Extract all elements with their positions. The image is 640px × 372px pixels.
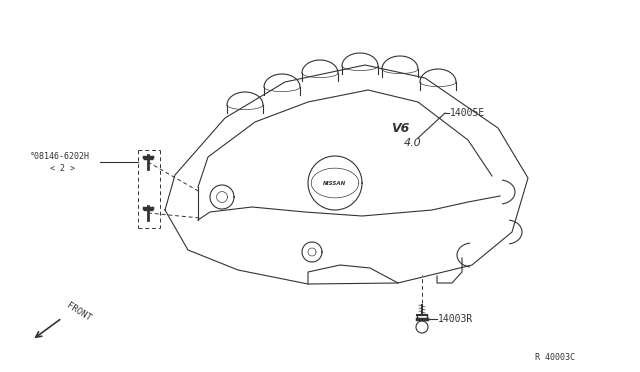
Text: NISSAN: NISSAN	[323, 180, 347, 186]
Text: 4.0: 4.0	[404, 138, 422, 148]
Text: 14005E: 14005E	[450, 108, 485, 118]
Text: R 40003C: R 40003C	[535, 353, 575, 362]
Text: FRONT: FRONT	[65, 301, 93, 323]
Text: V6: V6	[391, 122, 409, 135]
Text: 14003R: 14003R	[438, 314, 473, 324]
Text: < 2 >: < 2 >	[50, 164, 75, 173]
Text: °08146-6202H: °08146-6202H	[30, 151, 90, 160]
